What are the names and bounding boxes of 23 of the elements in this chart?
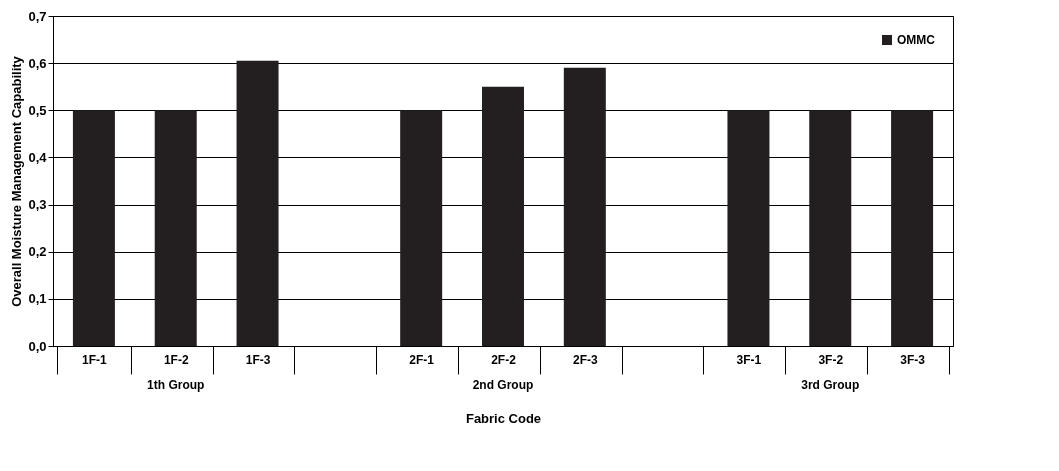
x-tick-label: 3F-2 bbox=[818, 352, 844, 367]
y-tick-label: 0,5 bbox=[28, 102, 47, 118]
x-tick-label: 3F-1 bbox=[736, 352, 762, 367]
y-tick-label: 0,6 bbox=[28, 55, 47, 71]
y-tick-label: 0,7 bbox=[28, 8, 47, 24]
y-axis-title: Overall Moisture Management Capability bbox=[9, 55, 25, 307]
x-tick-label: 1F-1 bbox=[82, 352, 108, 367]
x-tick-label: 1F-3 bbox=[245, 352, 271, 367]
x-tick-label: 2F-2 bbox=[491, 352, 517, 367]
x-axis-title: Fabric Code bbox=[465, 411, 542, 426]
x-tick-label: 2F-3 bbox=[572, 352, 598, 367]
y-tick-label: 0,1 bbox=[28, 291, 47, 307]
text: 3rd Group bbox=[801, 378, 860, 392]
x-tick-label: 3F-3 bbox=[900, 352, 926, 367]
text: 2nd Group bbox=[472, 378, 534, 392]
y-tick-label: 0,3 bbox=[28, 197, 47, 213]
text: 1th Group bbox=[147, 378, 205, 392]
x-tick-label: 1F-2 bbox=[163, 352, 189, 367]
legend-label: OMMC bbox=[897, 33, 936, 47]
y-tick-label: 0,0 bbox=[28, 338, 47, 354]
x-tick-label: 2F-1 bbox=[409, 352, 435, 367]
y-tick-label: 0,4 bbox=[28, 149, 48, 165]
y-tick-label: 0,2 bbox=[28, 244, 47, 260]
